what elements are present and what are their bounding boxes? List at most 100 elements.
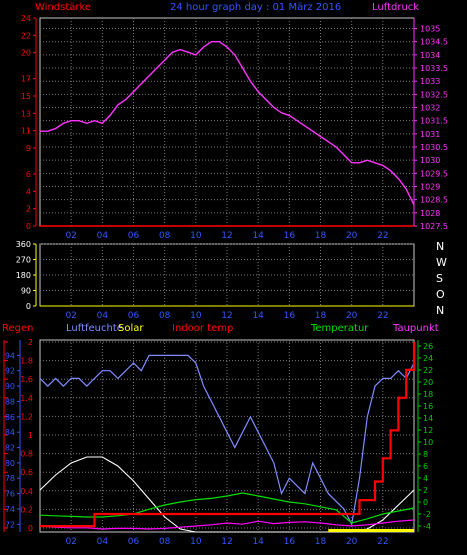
p3-xtick-02: 02 [65, 537, 76, 547]
series-line-indoor-temp [39, 519, 415, 530]
p3-rain-tick-3: 0.6 [20, 468, 33, 477]
p3-temperature-tick-6: 8 [423, 450, 428, 459]
p1-right-tick-11: 1033 [420, 77, 440, 86]
p2-xtick-08: 08 [159, 311, 171, 321]
p3-humidity-tick-4: 80 [5, 459, 15, 468]
p3-xtick-14: 14 [252, 537, 264, 547]
p3-temperature-tick-2: 0 [423, 498, 428, 507]
legend-temperatur: Temperatur [310, 323, 369, 334]
p3-humidity-tick-11: 94 [5, 351, 15, 360]
p3-humidity-tick-2: 76 [5, 490, 15, 499]
p3-xtick-16: 16 [284, 537, 296, 547]
p1-left-tick-5: 11 [21, 127, 31, 136]
p1-left-tick-4: 9 [26, 144, 31, 153]
humidity-temperature-panel: 00.20.40.60.811.21.41.61.827274767880828… [3, 338, 433, 547]
p1-xtick-20: 20 [346, 231, 358, 241]
direction-letters: N W S O N [436, 240, 447, 317]
p1-right-tick-4: 1029.5 [420, 169, 448, 178]
p2-xtick-18: 18 [315, 311, 327, 321]
p1-xtick-16: 16 [284, 231, 296, 241]
direction-letter-n-bottom: N [436, 304, 444, 317]
p1-right-tick-14: 1034.5 [420, 38, 448, 47]
luftdruck-label: Luftdruck [372, 2, 419, 13]
p1-left-tick-9: 20 [21, 49, 31, 58]
series-line-luftdruck [40, 41, 415, 206]
p3-temperature-tick-7: 10 [423, 438, 433, 447]
legend-solar: Solar [118, 323, 144, 334]
p2-xtick-04: 04 [97, 311, 109, 321]
p1-xtick-06: 06 [128, 231, 140, 241]
p3-temperature-tick-11: 18 [423, 390, 433, 399]
p2-left-tick-3: 270 [16, 256, 31, 265]
p3-temperature-tick-1: -2 [423, 510, 431, 519]
p3-temperature-tick-12: 20 [423, 378, 433, 387]
legend-regen: Regen [2, 323, 34, 334]
p3-humidity-tick-5: 82 [5, 444, 15, 453]
p3-humidity-tick-10: 92 [5, 367, 15, 376]
series-line-regen [40, 342, 416, 528]
p3-rain-tick-0: 0 [28, 524, 33, 533]
p3-temperature-tick-5: 6 [423, 462, 428, 471]
p2-xtick-10: 10 [190, 311, 202, 321]
p1-right-tick-2: 1028.5 [420, 196, 448, 205]
p1-left-tick-0: 0 [26, 222, 31, 231]
pressure-wind-panel: 1027.510281028.510291029.510301030.51031… [21, 14, 448, 241]
p3-humidity-tick-1: 74 [5, 505, 15, 514]
direction-letter-n-top: N [436, 240, 444, 253]
p3-temperature-tick-14: 24 [423, 354, 433, 363]
p3-humidity-tick-8: 88 [5, 397, 15, 406]
p3-xtick-22: 22 [377, 537, 388, 547]
p3-temperature-tick-4: 4 [423, 474, 428, 483]
p3-xtick-08: 08 [159, 537, 171, 547]
p2-xtick-06: 06 [128, 311, 140, 321]
p2-left-tick-0: 0 [26, 302, 31, 311]
p3-temperature-tick-9: 14 [423, 414, 433, 423]
p3-xtick-12: 12 [221, 537, 232, 547]
p2-left-tick-4: 360 [16, 240, 31, 249]
p1-right-tick-10: 1032.5 [420, 90, 448, 99]
legend-luftfeuchte: Luftfeuchte [66, 323, 123, 334]
p1-left-tick-11: 24 [21, 14, 31, 23]
p2-left-tick-1: 90 [21, 287, 31, 296]
direction-letter-o: O [436, 288, 445, 301]
wind-direction-panel: 0 90 180 270 360 02 04 06 08 10 12 14 16 18 20 22 [16, 240, 415, 321]
p3-xtick-04: 04 [97, 537, 109, 547]
p1-left-tick-7: 15 [21, 92, 31, 101]
direction-letter-w: W [436, 256, 447, 269]
series-line-luftfeuchte [39, 354, 415, 527]
p2-xtick-20: 20 [346, 311, 358, 321]
p3-temperature-tick-15: 26 [423, 342, 433, 351]
p1-left-tick-8: 17 [21, 75, 31, 84]
p1-right-tick-6: 1030.5 [420, 143, 448, 152]
p3-humidity-tick-0: 72 [5, 520, 15, 529]
p3-xtick-20: 20 [346, 537, 358, 547]
p3-humidity-tick-3: 78 [5, 474, 15, 483]
p3-rain-tick-8: 1.6 [20, 375, 33, 384]
series-line-temperatur [39, 492, 415, 524]
p1-left-tick-2: 4 [26, 187, 31, 196]
p1-xtick-14: 14 [252, 231, 264, 241]
p3-humidity-tick-6: 84 [5, 428, 15, 437]
p3-temperature-tick-8: 12 [423, 426, 433, 435]
p1-right-tick-13: 1034 [420, 51, 440, 60]
legend-indoor-temp: Indoor temp [172, 323, 233, 334]
p3-humidity-tick-7: 86 [5, 413, 15, 422]
p3-temperature-tick-13: 22 [423, 366, 433, 375]
p1-right-tick-9: 1032 [420, 104, 440, 113]
p3-humidity-tick-9: 90 [5, 382, 15, 391]
p2-xtick-22: 22 [377, 311, 388, 321]
p2-left-tick-2: 180 [16, 271, 31, 280]
p3-xtick-18: 18 [315, 537, 327, 547]
p3-temperature-tick-10: 16 [423, 402, 433, 411]
p3-rain-tick-5: 1 [28, 431, 33, 440]
p3-rain-tick-2: 0.4 [20, 487, 33, 496]
p1-right-tick-5: 1030 [420, 156, 440, 165]
windstaerke-label: Windstärke [35, 2, 91, 13]
p2-xtick-02: 02 [65, 311, 76, 321]
p1-xtick-04: 04 [97, 231, 109, 241]
p1-xtick-08: 08 [159, 231, 171, 241]
p3-xtick-10: 10 [190, 537, 202, 547]
p3-temperature-tick-0: -4 [423, 522, 431, 531]
p3-rain-tick-9: 1.8 [20, 357, 33, 366]
